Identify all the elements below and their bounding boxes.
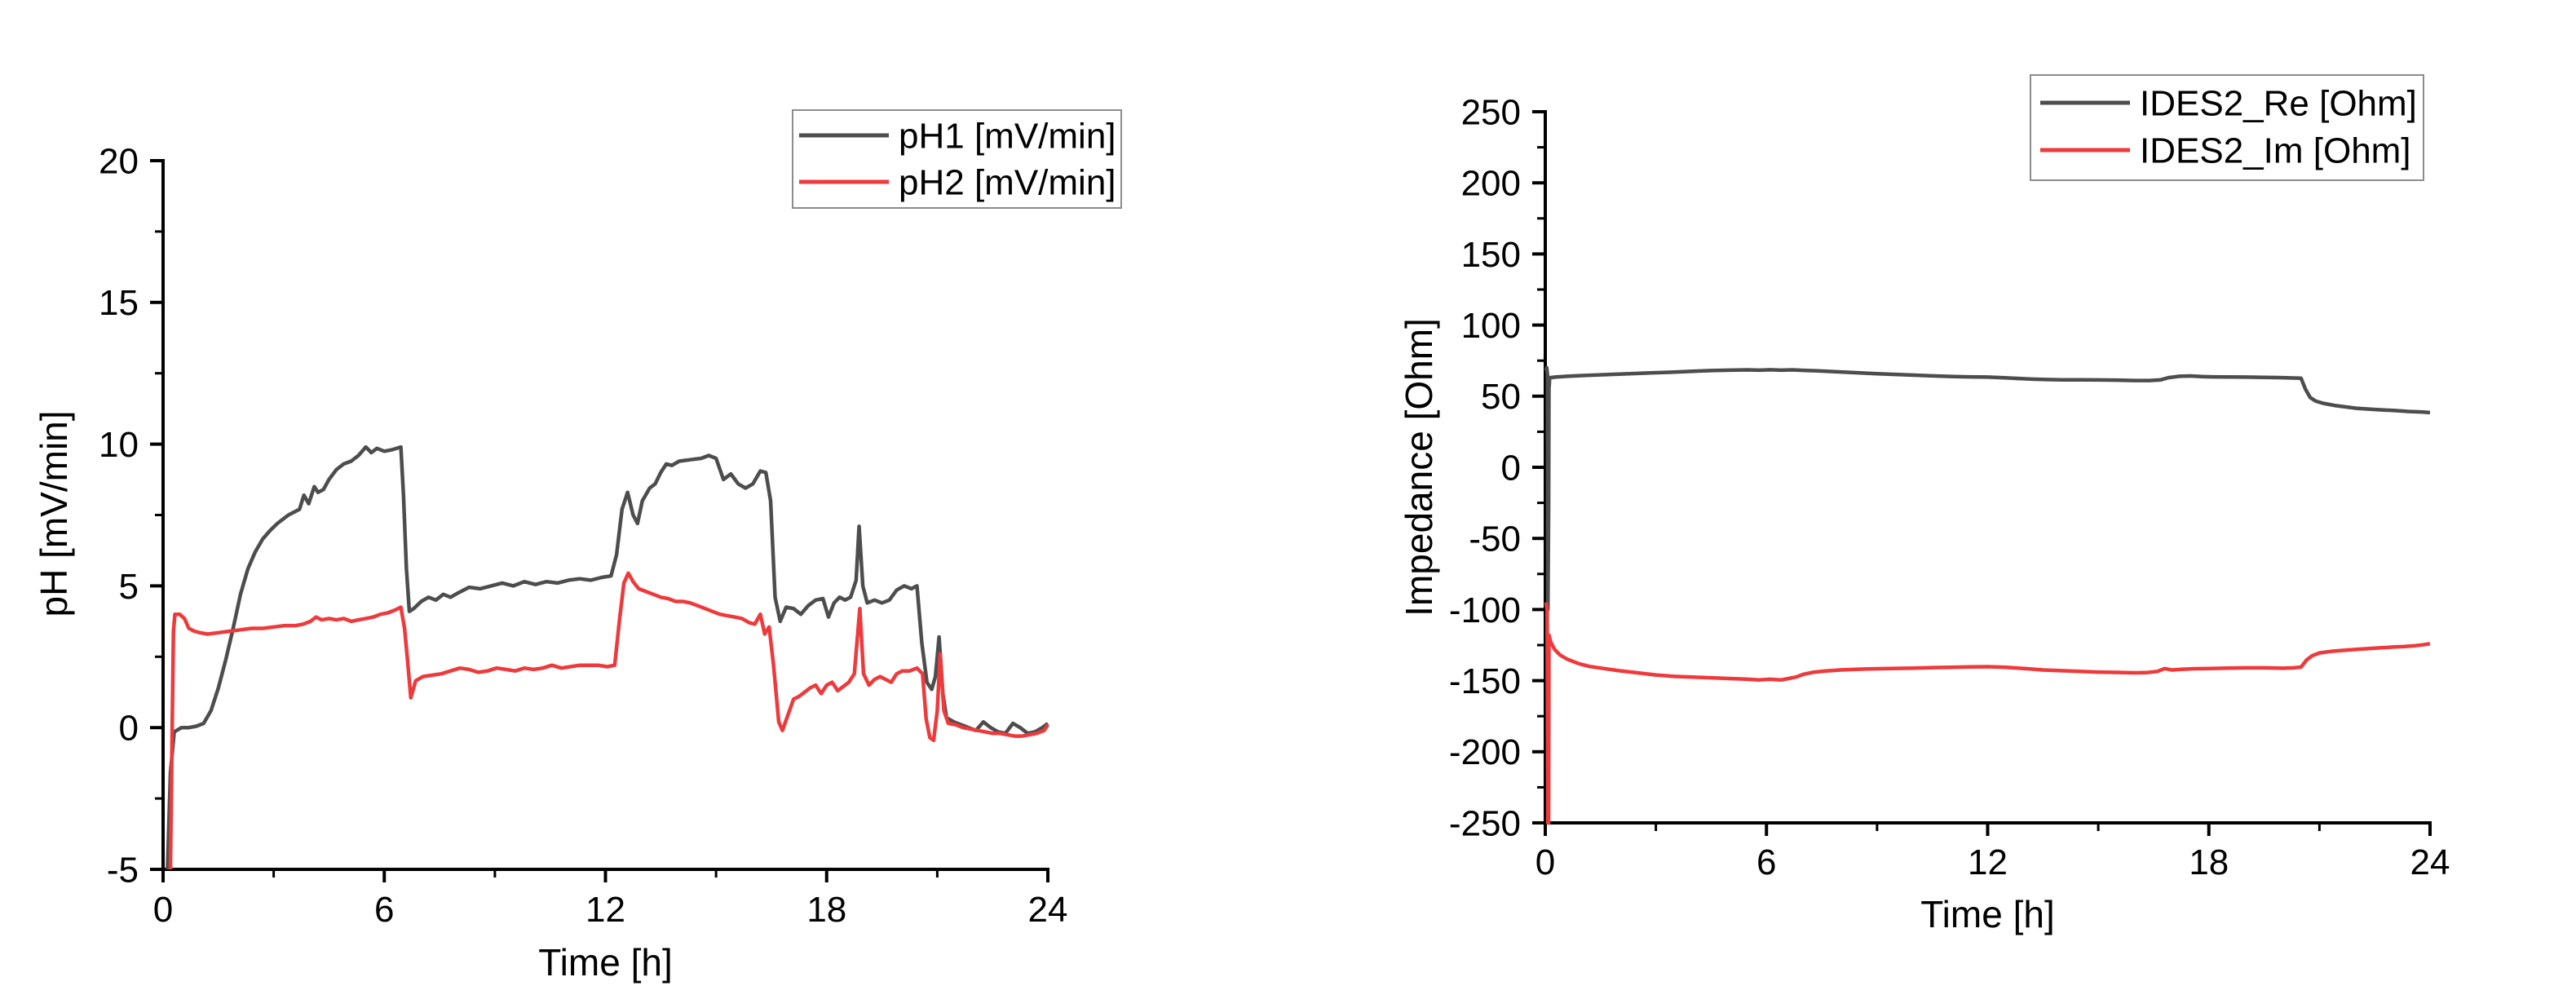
y-tick-label: 0 [119,709,139,749]
y-tick-label: -150 [1449,661,1521,701]
y-axis-title: Impedance [Ohm] [1398,318,1440,617]
y-tick-label: -50 [1469,519,1521,559]
x-tick-label: 6 [1756,842,1776,882]
y-tick-label: 50 [1481,377,1521,417]
y-tick-label: -250 [1449,803,1521,843]
x-axis-title: Time [h] [538,941,672,984]
impedance-axes-and-ticks [1532,110,2432,836]
y-tick-label: 150 [1461,235,1521,275]
x-tick-label: 0 [153,890,173,930]
y-tick-label: 100 [1461,306,1521,346]
legend-box [792,109,1122,209]
y-tick-label: 20 [99,141,139,181]
y-tick-label: -100 [1449,590,1521,630]
y-tick-label: -5 [107,850,139,890]
ph2-legend-label: pH2 [mV/min] [899,162,1116,202]
ph-axes-and-ticks [150,159,1049,882]
x-tick-label: 12 [585,890,625,930]
ph1-series-line [166,444,1049,870]
y-tick-label: 15 [99,283,139,323]
ph2-series-line [168,571,1049,870]
ph1-legend-label: pH1 [mV/min] [899,116,1116,156]
impedance-chart: 250 200 150 100 50 0 -50 -100 -150 -200 … [1398,74,2450,935]
x-tick-label: 24 [1028,890,1068,930]
y-tick-label: 5 [119,567,139,607]
y-tick-label: 250 [1461,92,1521,132]
x-tick-label: 18 [2189,842,2229,882]
legend-box [2030,74,2424,181]
y-tick-label: 10 [99,425,139,465]
ides2-re-series-line [1544,365,2431,612]
x-tick-label: 12 [1968,842,2008,882]
ides2-im-series-line [1544,602,2431,825]
x-tick-label: 0 [1535,842,1555,882]
ph-chart: 20 15 10 5 0 -5 0 6 12 18 24 Time [h] pH… [33,109,1122,984]
y-tick-label: -200 [1449,732,1521,772]
y-tick-label: 0 [1501,448,1521,488]
x-tick-label: 6 [374,890,394,930]
impedance-legend: IDES2_Re [Ohm] IDES2_Im [Ohm] [2030,74,2424,181]
ides2-im-legend-label: IDES2_Im [Ohm] [2140,130,2411,170]
y-tick-label: 200 [1461,164,1521,204]
y-axis-title: pH [mV/min] [33,410,75,617]
x-axis-title: Time [h] [1920,893,2054,935]
ides2-re-legend-label: IDES2_Re [Ohm] [2140,83,2417,123]
x-tick-label: 24 [2410,842,2450,882]
ph-legend: pH1 [mV/min] pH2 [mV/min] [792,109,1122,209]
x-tick-label: 18 [806,890,846,930]
